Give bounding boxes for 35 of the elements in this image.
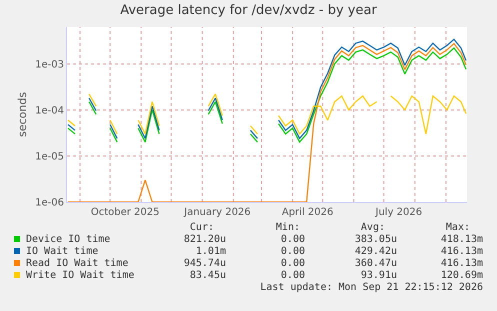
x-tick-label: January 2026 [183,207,251,218]
x-tick-label: July 2026 [374,207,422,218]
legend-label: Device IO time [26,234,110,246]
y-tick-label: 1e-05 [35,151,64,162]
text: Avg: [360,222,385,234]
text: 1.01m [196,246,226,258]
text: 416.13m [440,258,483,270]
text: Cur: [190,222,214,234]
text: 120.69m [440,270,483,282]
y-tick-label: 1e-04 [35,105,64,116]
text: Max: [446,222,470,234]
text: 83.45u [190,270,226,282]
y-axis-title: seconds [16,92,29,137]
legend-label: Read IO Wait time [26,258,128,270]
y-tick-label: 1e-03 [35,59,64,70]
chart-title: Average latency for /dev/xvdz - by year [120,2,378,18]
legend-label: IO Wait time [26,246,98,258]
text: 360.47u [354,258,397,270]
text: Min: [276,222,300,234]
text: 0.00 [280,258,305,270]
y-tick-label: 1e-06 [35,198,64,208]
text: 0.00 [280,234,305,246]
text: Last update: Mon Sep 21 22:15:12 2026 [260,282,483,294]
legend-label: Write IO Wait time [26,270,134,282]
text: 0.00 [280,270,305,282]
text: 429.42u [354,246,397,258]
text: 821.20u [184,234,226,246]
text: 416.13m [440,246,483,258]
text: 418.13m [440,234,483,246]
x-tick-label: October 2025 [90,207,160,218]
text: 945.74u [184,258,226,270]
text: 383.05u [354,234,397,246]
x-tick-label: April 2026 [282,207,334,218]
text: 93.91u [360,270,397,282]
text: 0.00 [280,246,305,258]
